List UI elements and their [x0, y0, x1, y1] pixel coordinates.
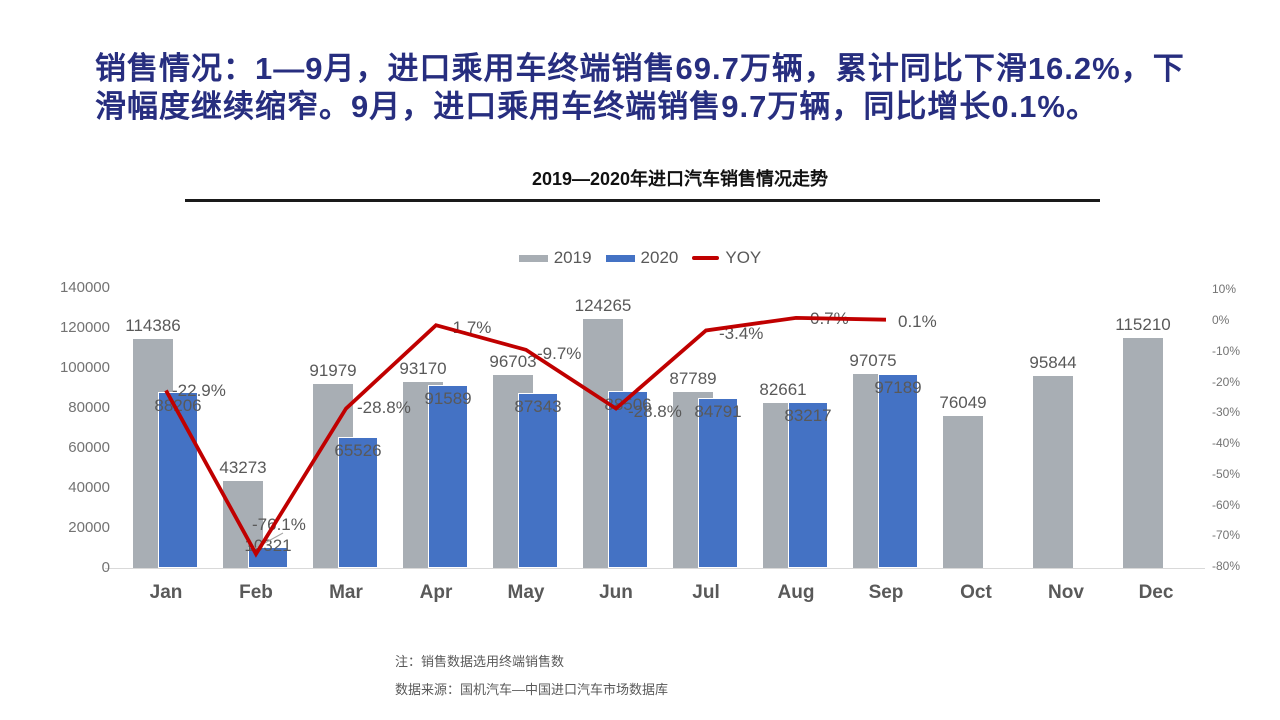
label-2019-Oct: 76049 — [939, 392, 987, 412]
label-2020-Sep: 97189 — [874, 377, 922, 397]
label-2019-May: 96703 — [489, 351, 537, 371]
label-2019-Sep: 97075 — [849, 350, 897, 370]
yoy-label-Jul: -3.4% — [719, 324, 764, 344]
label-2019-Nov: 95844 — [1029, 353, 1077, 373]
page-title-line1: 销售情况：1—9月，进口乘用车终端销售69.7万辆，累计同比下滑16.2%，下 — [95, 51, 1185, 86]
month-label-May: May — [507, 582, 545, 603]
left-axis-tick: 140000 — [59, 279, 110, 296]
yoy-label-Jun: -28.8% — [628, 401, 682, 421]
legend-swatch-2019 — [518, 254, 548, 262]
legend-label: 2020 — [640, 248, 679, 267]
bar-2020-Jan — [158, 391, 198, 568]
month-label-Sep: Sep — [868, 582, 904, 603]
label-2019-Apr: 93170 — [399, 358, 447, 378]
yoy-label-Apr: -1.7% — [447, 318, 492, 338]
month-label-Apr: Apr — [419, 582, 453, 603]
bar-2020-Apr — [428, 384, 468, 568]
left-axis-tick: 120000 — [59, 319, 110, 336]
bar-2019-Dec — [1123, 337, 1163, 568]
month-label-Nov: Nov — [1048, 582, 1084, 603]
month-label-Mar: Mar — [329, 582, 363, 603]
page-title: 销售情况：1—9月，进口乘用车终端销售69.7万辆，累计同比下滑16.2%，下 … — [95, 50, 1245, 126]
month-label-Oct: Oct — [960, 582, 992, 603]
title-underline — [185, 199, 1100, 202]
right-axis-tick: 0% — [1212, 313, 1230, 327]
right-axis-tick: -80% — [1212, 559, 1241, 573]
label-2019-Mar: 91979 — [309, 361, 357, 381]
chart-legend: 2019 2020 YOY — [0, 248, 1280, 268]
label-2019-Dec: 115210 — [1115, 314, 1171, 334]
label-2020-Mar: 65526 — [334, 440, 382, 460]
right-axis-tick: -70% — [1212, 528, 1241, 543]
bar-2020-Jul — [698, 398, 738, 568]
right-axis-tick: 10% — [1212, 282, 1237, 297]
label-2019-Jun: 124265 — [574, 296, 632, 316]
left-axis-tick: 100000 — [59, 359, 110, 376]
label-2020-Feb: 10321 — [244, 536, 292, 556]
bar-2019-Oct — [943, 415, 983, 568]
label-2020-Apr: 91589 — [424, 388, 472, 408]
right-axis-tick: -60% — [1212, 497, 1241, 512]
label-2020-Aug: 83217 — [784, 405, 832, 425]
left-axis-tick: 20000 — [68, 519, 110, 536]
yoy-label-Sep: 0.1% — [898, 311, 937, 331]
x-axis-line — [105, 568, 1205, 569]
month-label-Jul: Jul — [692, 582, 720, 603]
legend-item-2020: 2020 — [605, 248, 679, 268]
legend-label: YOY — [725, 248, 762, 267]
left-axis-tick: 80000 — [68, 399, 110, 416]
legend-swatch-YOY — [692, 256, 720, 260]
label-2019-Jul: 87789 — [669, 369, 717, 389]
right-axis-tick: -10% — [1212, 343, 1241, 358]
right-axis-tick: -20% — [1212, 374, 1241, 389]
yoy-label-Mar: -28.8% — [357, 397, 411, 417]
bar-2020-May — [518, 393, 558, 568]
label-2019-Feb: 43273 — [219, 458, 267, 478]
yoy-label-Aug: 0.7% — [810, 308, 849, 328]
yoy-label-May: -9.7% — [537, 343, 582, 363]
chart-note: 注：销售数据选用终端销售数 — [395, 654, 565, 669]
month-label-Aug: Aug — [777, 582, 815, 603]
month-label-Jun: Jun — [599, 582, 633, 603]
left-axis-tick: 60000 — [68, 439, 110, 456]
right-axis-tick: -40% — [1212, 436, 1241, 450]
data-source-note: 数据来源：国机汽车—中国进口汽车市场数据库 — [395, 682, 669, 697]
yoy-label-Jan: -22.9% — [172, 381, 226, 401]
legend-item-2019: 2019 — [518, 248, 592, 268]
month-label-Feb: Feb — [239, 582, 273, 603]
legend-swatch-2020 — [605, 254, 635, 262]
legend-label: 2019 — [553, 248, 592, 267]
legend-item-YOY: YOY — [692, 248, 761, 268]
bar-2020-Aug — [788, 401, 828, 568]
bar-2020-Sep — [878, 373, 918, 568]
page-title-line2: 滑幅度继续缩窄。9月，进口乘用车终端销售9.7万辆，同比增长0.1%。 — [95, 89, 1098, 124]
month-label-Dec: Dec — [1138, 582, 1174, 603]
bar-2019-Nov — [1033, 376, 1073, 568]
left-axis-tick: 0 — [101, 559, 110, 576]
left-axis-tick: 40000 — [68, 479, 110, 496]
right-axis-tick: -30% — [1212, 405, 1241, 420]
label-2019-Aug: 82661 — [759, 379, 807, 399]
right-axis-tick: -50% — [1212, 466, 1241, 481]
yoy-label-Feb: -76.1% — [252, 515, 306, 534]
label-2020-May: 87343 — [514, 397, 562, 417]
footnotes: 注：销售数据选用终端销售数 数据来源：国机汽车—中国进口汽车市场数据库 — [395, 648, 668, 704]
month-label-Jan: Jan — [149, 582, 183, 603]
label-2019-Jan: 114386 — [125, 316, 181, 336]
chart-title: 2019—2020年进口汽车销售情况走势 — [531, 169, 829, 189]
label-2020-Jul: 84791 — [694, 402, 742, 422]
